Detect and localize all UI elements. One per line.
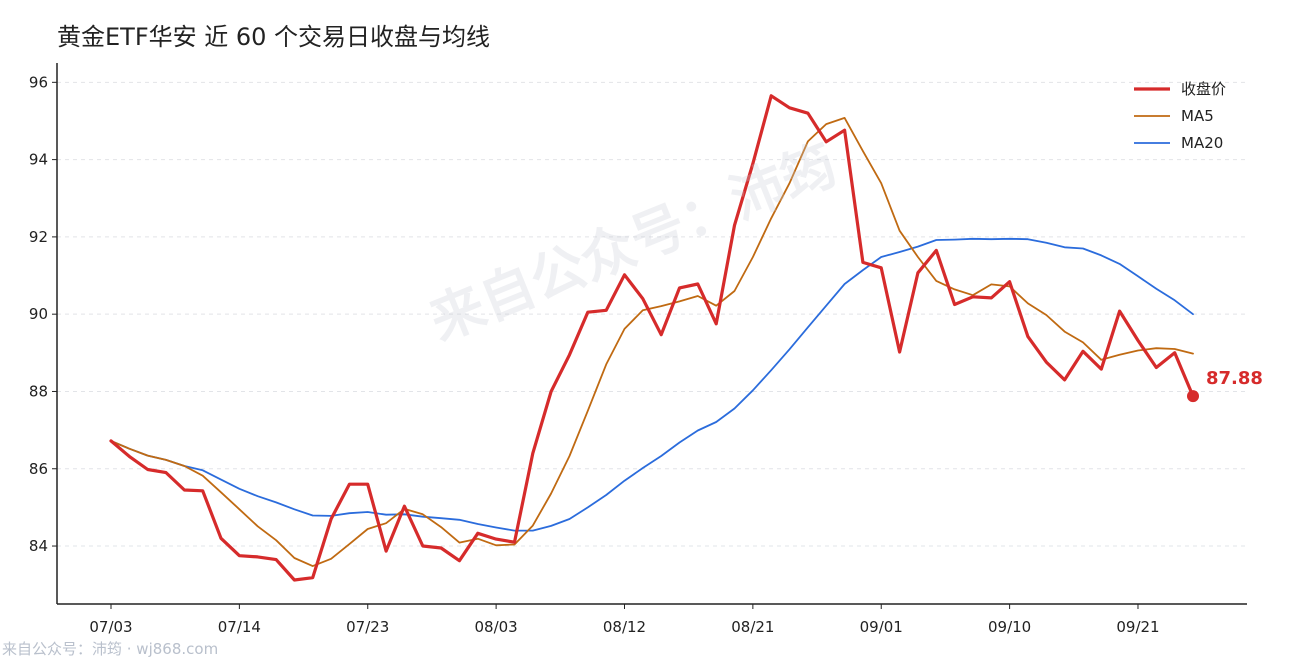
- x-tick-label: 09/01: [860, 618, 903, 636]
- x-tick-label: 08/03: [475, 618, 518, 636]
- series-line-2: [110, 237, 1194, 532]
- legend-label-2: MA20: [1181, 134, 1223, 152]
- x-tick-label: 08/12: [603, 618, 646, 636]
- x-tick-label: 07/14: [218, 618, 261, 636]
- legend-label-0: 收盘价: [1181, 80, 1226, 98]
- chart-title: 黄金ETF华安 近 60 个交易日收盘与均线: [57, 23, 490, 51]
- y-tick-label: 88: [29, 382, 48, 400]
- x-tick-label: 08/21: [731, 618, 774, 636]
- y-tick-label: 92: [29, 228, 48, 246]
- y-tick-label: 94: [29, 151, 48, 169]
- annotations: 87.88: [1187, 368, 1263, 403]
- y-tick-label: 96: [29, 73, 48, 91]
- legend: 收盘价 MA5 MA20: [1134, 80, 1226, 152]
- last-point-marker: [1187, 390, 1199, 403]
- series-layer: [109, 94, 1195, 582]
- legend-label-1: MA5: [1181, 107, 1214, 125]
- axes: [52, 63, 1247, 609]
- series-line-0: [109, 94, 1195, 582]
- x-tick-label: 07/23: [346, 618, 389, 636]
- y-tick-label: 84: [29, 537, 48, 555]
- y-tick-label: 86: [29, 460, 48, 478]
- x-tick-label: 09/21: [1116, 618, 1159, 636]
- y-tick-label: 90: [29, 305, 48, 323]
- x-tick-label: 07/03: [89, 618, 132, 636]
- tick-labels: 84 86 88 90 92 94 96 07/03 07/14 07/23 08/03 08/12 0…: [29, 73, 1160, 636]
- footer-text: 来自公众号：沛筠 · wj868.com: [2, 640, 219, 658]
- x-tick-label: 09/10: [988, 618, 1031, 636]
- last-value-label: 87.88: [1206, 368, 1263, 389]
